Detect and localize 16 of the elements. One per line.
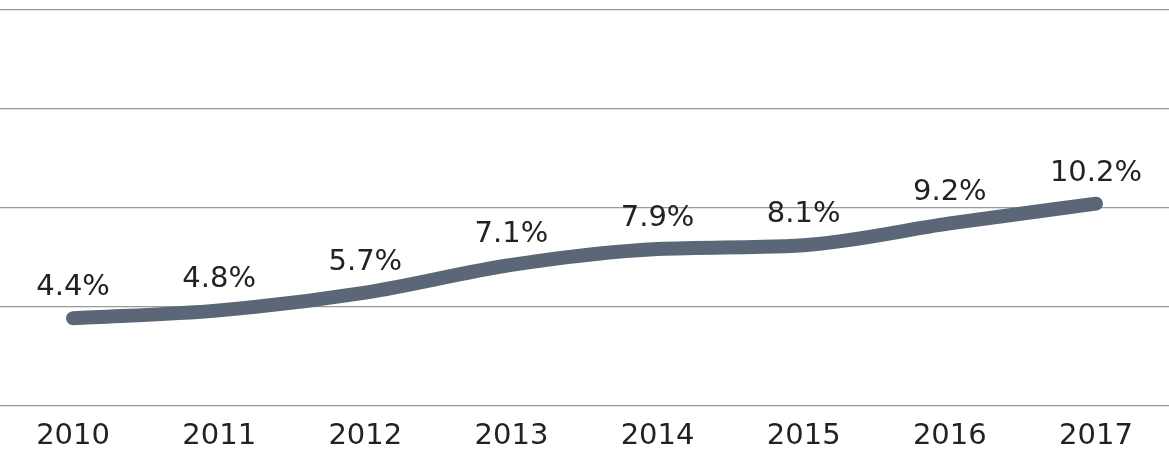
x-tick-label: 2017 (1059, 417, 1133, 452)
data-label: 7.1% (474, 214, 549, 249)
data-label: 8.1% (766, 195, 841, 230)
data-label: 9.2% (912, 173, 987, 208)
x-tick-label: 2012 (328, 417, 403, 452)
data-label: 4.4% (36, 268, 110, 303)
x-tick-label: 2013 (474, 417, 549, 452)
x-tick-label: 2011 (182, 417, 257, 452)
data-label: 5.7% (328, 242, 403, 277)
x-tick-label: 2014 (620, 417, 695, 452)
data-label: 10.2% (1049, 153, 1143, 188)
data-label: 4.8% (182, 260, 257, 295)
data-label: 7.9% (620, 199, 695, 234)
x-tick-label: 2010 (36, 417, 110, 452)
x-tick-label: 2016 (912, 417, 987, 452)
x-tick-label: 2015 (766, 417, 841, 452)
